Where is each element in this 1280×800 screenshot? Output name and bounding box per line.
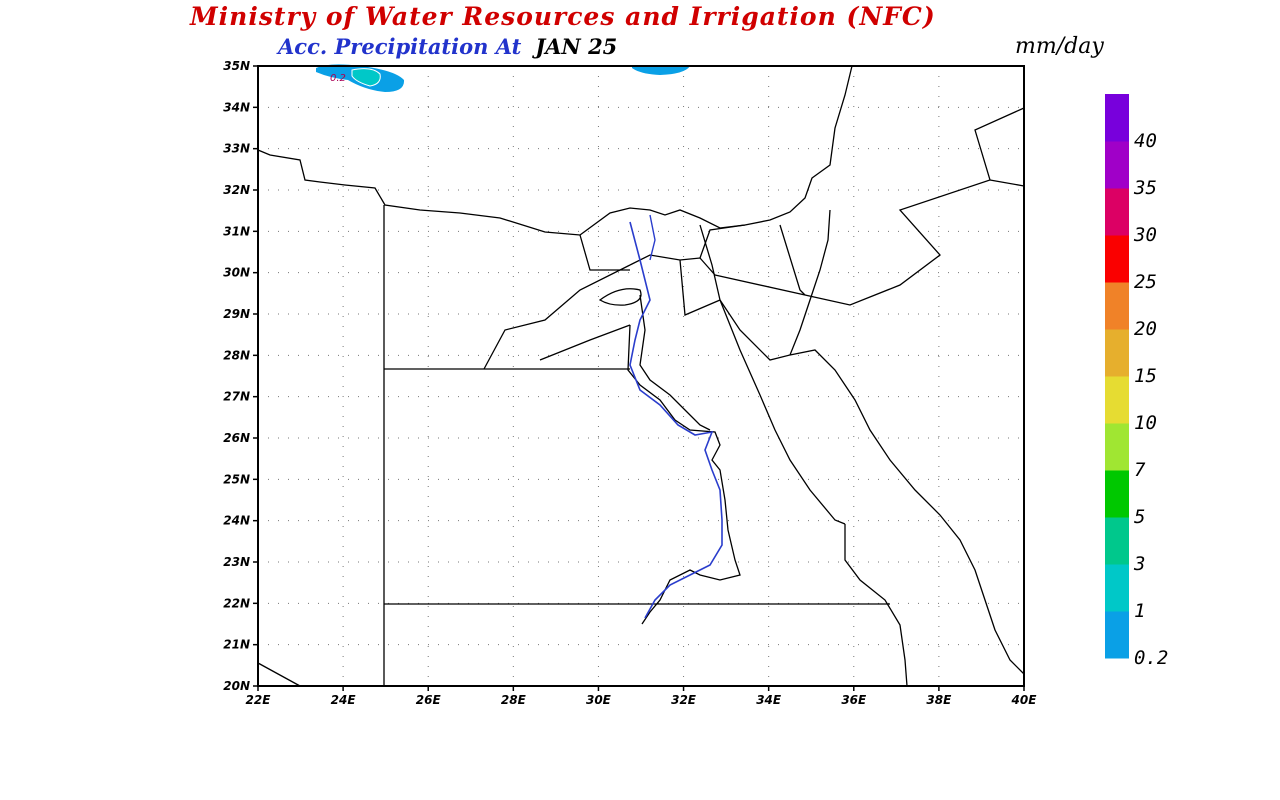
units-label: mm/day [1015,34,1104,59]
lat-tick-label: 29N [223,307,250,321]
colorbar-label: 30 [1133,224,1157,246]
lat-tick-label: 31N [223,224,250,238]
lat-tick-label: 20N [223,679,250,693]
contour-label: 0.2 [330,73,346,84]
lon-tick-label: 30E [586,693,612,707]
lat-tick-label: 34N [223,100,250,114]
lon-tick-label: 26E [416,693,442,707]
colorbar-label: 0.2 [1134,647,1168,669]
lat-tick-label: 30N [223,266,250,280]
map-subtitle: Acc. Precipitation At JAN 25 [278,34,617,59]
colorbar-swatch [1105,470,1129,518]
lat-tick-label: 25N [223,472,250,486]
nile-branch [649,214,656,261]
lon-tick-label: 40E [1011,693,1038,707]
colorbar-label: 1 [1134,600,1145,622]
precip-area [316,64,690,92]
colorbar-swatch [1105,564,1129,612]
colorbar-label: 15 [1134,365,1157,387]
nile-river [629,221,723,619]
subtitle-label: Acc. Precipitation At [278,34,522,59]
lat-tick-label: 33N [223,142,250,156]
coastlines-borders [257,65,1025,687]
lon-tick-label: 28E [501,693,527,707]
lat-tick-label: 28N [223,348,250,362]
latitude-ticks: 20N 21N 22N 23N 24N 25N 26N 27N 28N 29N 30N 31N 32N 3… [223,59,258,693]
colorbar-swatch [1105,188,1129,236]
grid-lines [258,66,1024,686]
lon-tick-label: 24E [331,693,357,707]
map-frame [257,65,1025,687]
lat-tick-label: 24N [223,514,250,528]
lon-tick-label: 34E [756,693,782,707]
colorbar-swatch [1105,517,1129,565]
colorbar-swatch [1105,423,1129,471]
lat-tick-label: 21N [223,638,250,652]
colorbar-label: 35 [1133,177,1157,199]
colorbar-swatch [1105,235,1129,283]
colorbar-label: 7 [1134,459,1146,481]
colorbar-label: 5 [1134,506,1145,528]
map-title: Ministry of Water Resources and Irrigati… [190,2,936,31]
colorbar-label: 25 [1134,271,1157,293]
lat-tick-label: 32N [223,183,250,197]
lat-tick-label: 22N [223,596,250,610]
lat-tick-label: 27N [223,390,250,404]
colorbar-swatch [1105,611,1129,659]
lat-tick-label: 23N [223,555,250,569]
lat-tick-label: 35N [223,59,250,73]
colorbar-label: 40 [1134,130,1157,152]
colorbar-swatch [1105,94,1129,142]
colorbar-swatch [1105,141,1129,189]
lon-tick-label: 32E [671,693,697,707]
colorbar-swatch [1105,282,1129,330]
colorbar-label: 10 [1134,412,1157,434]
longitude-ticks: 22E 24E 26E 28E 30E 32E 34E 36E 38E 40E [246,686,1038,707]
lat-tick-label: 26N [223,431,250,445]
forecast-date: JAN 25 [535,34,618,59]
colorbar-label: 20 [1134,318,1157,340]
colorbar-swatch [1105,376,1129,424]
lon-tick-label: 36E [841,693,867,707]
lon-tick-label: 38E [926,693,952,707]
colorbar-label: 3 [1133,553,1145,575]
colorbar-swatch [1105,329,1129,377]
lon-tick-label: 22E [246,693,272,707]
